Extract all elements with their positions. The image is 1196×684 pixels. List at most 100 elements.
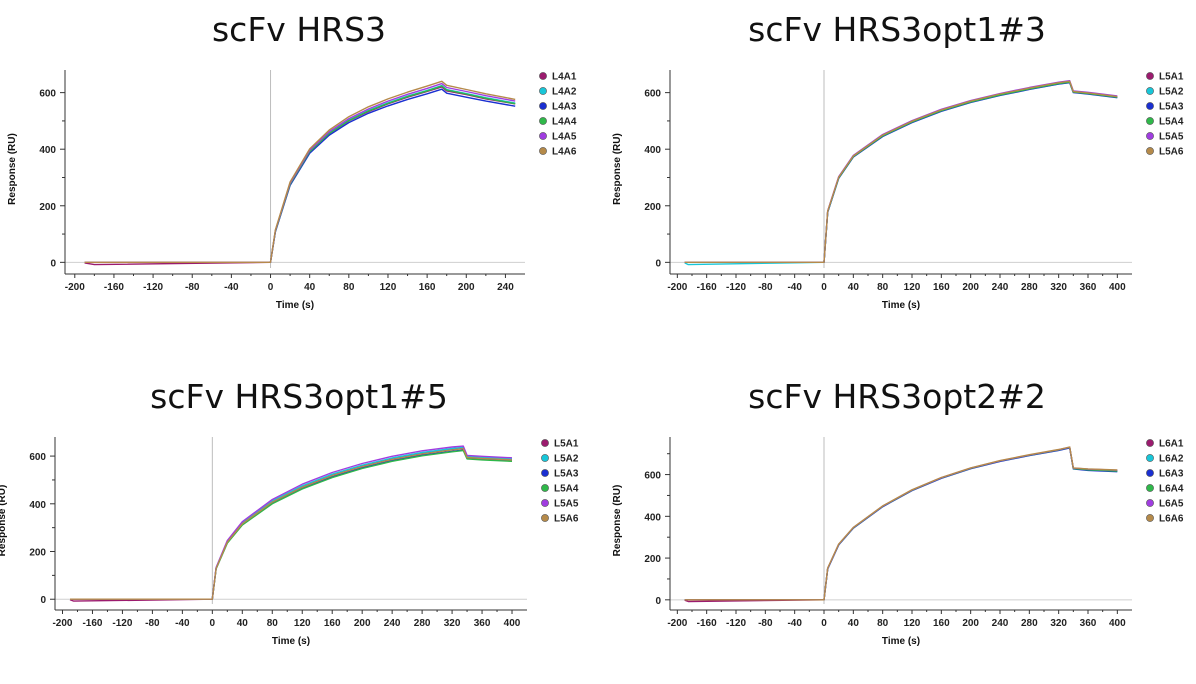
x-tick-label: -40 — [224, 282, 239, 293]
legend-marker — [1146, 454, 1154, 462]
x-tick-label: 0 — [821, 618, 827, 629]
legend-marker — [541, 454, 549, 462]
legend-marker — [1146, 72, 1154, 80]
legend-marker — [1146, 439, 1154, 447]
chart-svg: -200 -160 -120 -80 -40 0 40 80 120 160 200 240 0 200 4… — [7, 70, 577, 311]
y-tick-label: 400 — [29, 500, 46, 511]
x-tick-label: 160 — [419, 282, 436, 293]
chart-panel-3: scFv HRS3opt1#5 -200 -160 -120 -80 -40 0 40 80 1… — [0, 342, 598, 684]
legend-marker — [1146, 132, 1154, 140]
legend-marker — [539, 72, 547, 80]
series-line-l5a4 — [70, 449, 513, 600]
legend-label: L4A1 — [552, 72, 577, 83]
legend-label: L5A6 — [554, 514, 579, 525]
legend-marker — [539, 87, 547, 95]
chart-panel-2: scFv HRS3opt1#3 -200 -160 -120 -80 -40 0 40 80 1… — [598, 0, 1196, 342]
legend-marker — [539, 147, 547, 155]
legend-marker — [1146, 117, 1154, 125]
legend-label: L5A2 — [554, 454, 579, 465]
legend-marker — [541, 484, 549, 492]
legend-label: L5A3 — [1159, 102, 1184, 113]
legend-label: L5A3 — [554, 469, 579, 480]
x-tick-label: 240 — [384, 618, 401, 629]
series-line-l4a3 — [84, 88, 516, 263]
y-tick-label: 400 — [39, 145, 56, 156]
x-tick-label: 200 — [962, 282, 979, 293]
y-axis-label: Response (RU) — [612, 485, 623, 557]
x-tick-label: 0 — [821, 282, 827, 293]
series-line-l5a5 — [684, 79, 1118, 263]
legend-label: L6A5 — [1159, 499, 1184, 510]
x-tick-label: 40 — [237, 618, 249, 629]
x-tick-label: 360 — [1080, 282, 1097, 293]
chart-svg: -200 -160 -120 -80 -40 0 40 80 120 160 200 240 280 32… — [612, 70, 1184, 311]
x-tick-label: 160 — [324, 618, 341, 629]
x-tick-label: 80 — [343, 282, 355, 293]
chart-title: scFv HRS3opt2#2 — [748, 377, 1046, 416]
y-tick-label: 200 — [644, 554, 661, 565]
legend-marker — [541, 514, 549, 522]
x-tick-label: 120 — [380, 282, 397, 293]
series-line-l6a1 — [684, 446, 1118, 603]
x-tick-label: 400 — [504, 618, 521, 629]
y-axis-label: Response (RU) — [612, 133, 623, 205]
x-tick-label: 240 — [992, 618, 1009, 629]
x-tick-label: 320 — [1050, 282, 1067, 293]
series-line-l5a2 — [70, 446, 513, 600]
x-tick-label: 120 — [294, 618, 311, 629]
chart-panel-4: scFv HRS3opt2#2 -200 -160 -120 -80 -40 0 40 80 1… — [598, 342, 1196, 684]
series-line-l4a2 — [84, 84, 516, 263]
series-line-l5a2 — [684, 81, 1118, 266]
y-tick-label: 600 — [644, 471, 661, 482]
series-line-l5a1 — [684, 81, 1118, 263]
y-tick-label: 400 — [644, 145, 661, 156]
legend-marker — [1146, 469, 1154, 477]
x-tick-label: -80 — [145, 618, 160, 629]
legend-label: L6A1 — [1159, 439, 1184, 450]
x-tick-label: 160 — [933, 282, 950, 293]
x-tick-label: 320 — [444, 618, 461, 629]
series-line-l4a5 — [84, 82, 516, 263]
x-tick-label: -120 — [726, 282, 746, 293]
x-tick-label: 240 — [992, 282, 1009, 293]
x-tick-label: 400 — [1109, 618, 1126, 629]
y-tick-label: 400 — [644, 512, 661, 523]
x-tick-label: -200 — [667, 618, 687, 629]
y-tick-label: 0 — [655, 258, 661, 269]
legend-marker — [541, 469, 549, 477]
x-tick-label: -80 — [758, 282, 773, 293]
legend-label: L4A5 — [552, 132, 577, 143]
chart-title: scFv HRS3opt1#3 — [748, 10, 1046, 49]
y-axis-label: Response (RU) — [7, 133, 18, 205]
y-tick-label: 0 — [40, 595, 46, 606]
x-tick-label: 200 — [962, 618, 979, 629]
x-axis-label: Time (s) — [276, 300, 314, 311]
x-tick-label: -160 — [697, 282, 717, 293]
legend-marker — [1146, 484, 1154, 492]
series-line-l6a2 — [684, 446, 1118, 601]
legend-marker — [1146, 102, 1154, 110]
x-tick-label: 360 — [474, 618, 491, 629]
x-tick-label: -40 — [787, 618, 802, 629]
series-line-l6a4 — [684, 446, 1118, 601]
y-tick-label: 600 — [39, 89, 56, 100]
legend-label: L5A6 — [1159, 147, 1184, 158]
x-axis-label: Time (s) — [882, 300, 920, 311]
series-line-l5a6 — [70, 447, 513, 600]
series-line-l4a6 — [84, 80, 516, 263]
legend-marker — [1146, 147, 1154, 155]
legend-label: L5A4 — [554, 484, 579, 495]
x-axis-label: Time (s) — [272, 636, 310, 647]
x-axis-label: Time (s) — [882, 636, 920, 647]
legend-label: L5A1 — [554, 439, 579, 450]
x-tick-label: 120 — [904, 282, 921, 293]
x-tick-label: -40 — [787, 282, 802, 293]
legend-marker — [541, 499, 549, 507]
legend-marker — [1146, 499, 1154, 507]
x-tick-label: -40 — [175, 618, 190, 629]
x-tick-label: 80 — [877, 618, 889, 629]
legend-marker — [539, 132, 547, 140]
series-line-l4a1 — [84, 86, 516, 266]
x-tick-label: -120 — [726, 618, 746, 629]
chart-panel-1: scFv HRS3 -200 -160 -120 -80 -40 0 40 80 120 160 2… — [0, 0, 598, 342]
